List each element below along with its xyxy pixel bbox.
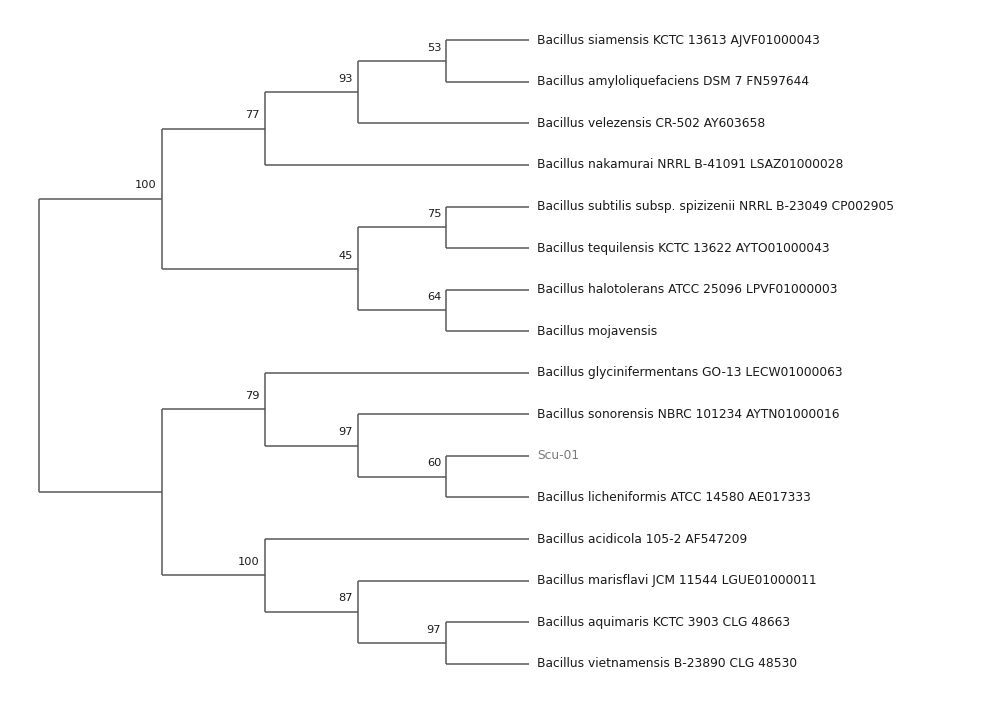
Text: 45: 45 — [339, 251, 353, 260]
Text: Bacillus amyloliquefaciens DSM 7 FN597644: Bacillus amyloliquefaciens DSM 7 FN59764… — [537, 75, 809, 88]
Text: 100: 100 — [135, 180, 157, 190]
Text: 64: 64 — [427, 292, 441, 302]
Text: Bacillus mojavensis: Bacillus mojavensis — [537, 325, 657, 338]
Text: 97: 97 — [427, 624, 441, 634]
Text: 53: 53 — [427, 43, 441, 53]
Text: 60: 60 — [427, 458, 441, 468]
Text: 97: 97 — [338, 427, 353, 437]
Text: 79: 79 — [245, 391, 260, 401]
Text: Bacillus acidicola 105-2 AF547209: Bacillus acidicola 105-2 AF547209 — [537, 532, 747, 546]
Text: Bacillus velezensis CR-502 AY603658: Bacillus velezensis CR-502 AY603658 — [537, 117, 765, 130]
Text: Scu-01: Scu-01 — [537, 449, 579, 463]
Text: Bacillus sonorensis NBRC 101234 AYTN01000016: Bacillus sonorensis NBRC 101234 AYTN0100… — [537, 408, 840, 421]
Text: Bacillus glycinifermentans GO-13 LECW01000063: Bacillus glycinifermentans GO-13 LECW010… — [537, 366, 843, 379]
Text: Bacillus licheniformis ATCC 14580 AE017333: Bacillus licheniformis ATCC 14580 AE0173… — [537, 491, 811, 504]
Text: 77: 77 — [245, 111, 260, 120]
Text: 87: 87 — [338, 593, 353, 603]
Text: Bacillus subtilis subsp. spizizenii NRRL B-23049 CP002905: Bacillus subtilis subsp. spizizenii NRRL… — [537, 200, 894, 213]
Text: Bacillus siamensis KCTC 13613 AJVF01000043: Bacillus siamensis KCTC 13613 AJVF010000… — [537, 34, 820, 46]
Text: Bacillus aquimaris KCTC 3903 CLG 48663: Bacillus aquimaris KCTC 3903 CLG 48663 — [537, 616, 790, 629]
Text: Bacillus marisflavi JCM 11544 LGUE01000011: Bacillus marisflavi JCM 11544 LGUE010000… — [537, 574, 817, 587]
Text: 93: 93 — [338, 74, 353, 84]
Text: 100: 100 — [238, 557, 260, 567]
Text: Bacillus vietnamensis B-23890 CLG 48530: Bacillus vietnamensis B-23890 CLG 48530 — [537, 658, 797, 670]
Text: 75: 75 — [427, 209, 441, 219]
Text: Bacillus tequilensis KCTC 13622 AYTO01000043: Bacillus tequilensis KCTC 13622 AYTO0100… — [537, 241, 830, 255]
Text: Bacillus nakamurai NRRL B-41091 LSAZ01000028: Bacillus nakamurai NRRL B-41091 LSAZ0100… — [537, 158, 844, 172]
Text: Bacillus halotolerans ATCC 25096 LPVF01000003: Bacillus halotolerans ATCC 25096 LPVF010… — [537, 283, 838, 296]
